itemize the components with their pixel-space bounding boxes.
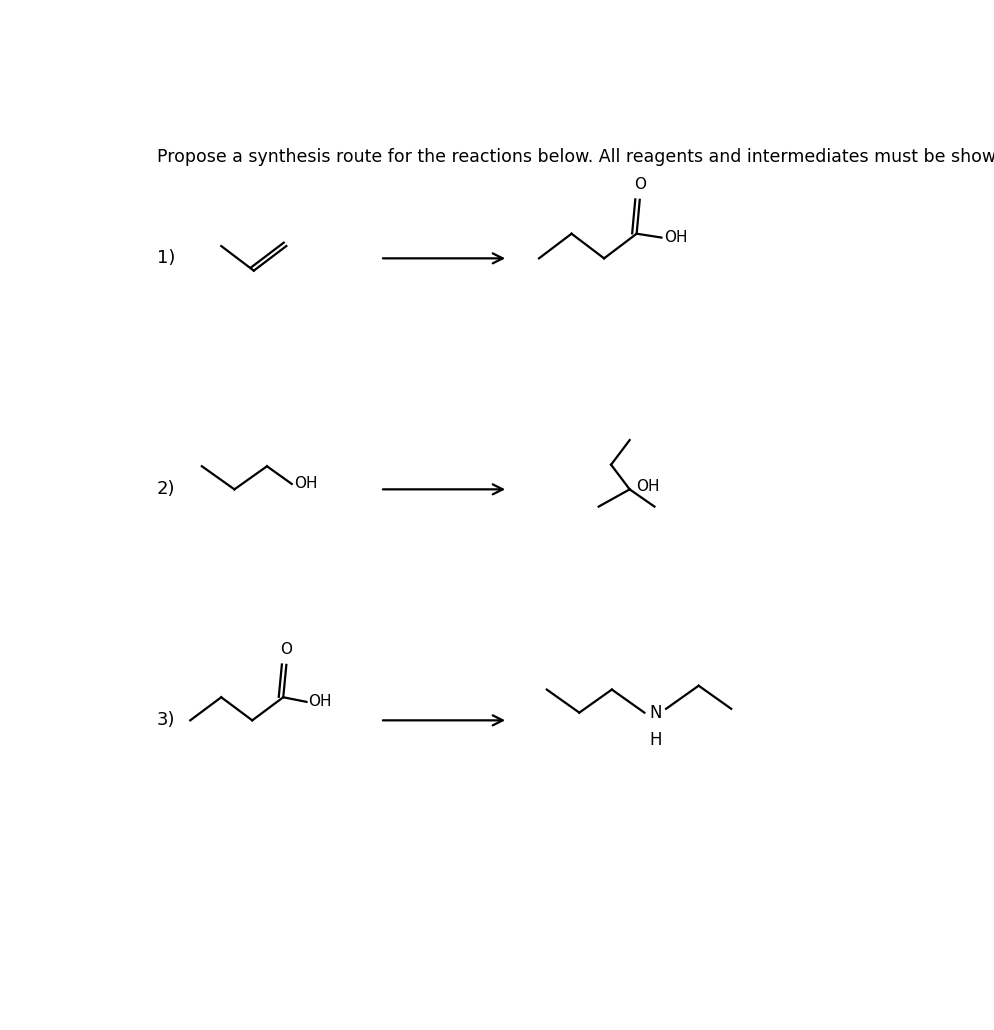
Text: 3): 3): [157, 712, 175, 729]
Text: N: N: [648, 703, 661, 722]
Text: H: H: [648, 730, 661, 749]
Text: OH: OH: [663, 230, 687, 245]
Text: OH: OH: [308, 694, 331, 710]
Text: O: O: [280, 643, 292, 657]
Text: O: O: [633, 177, 645, 193]
Text: 1): 1): [157, 249, 175, 268]
Text: Propose a synthesis route for the reactions below. All reagents and intermediate: Propose a synthesis route for the reacti…: [157, 148, 994, 166]
Text: OH: OH: [294, 476, 317, 490]
Text: 2): 2): [157, 480, 175, 499]
Text: OH: OH: [635, 479, 659, 493]
